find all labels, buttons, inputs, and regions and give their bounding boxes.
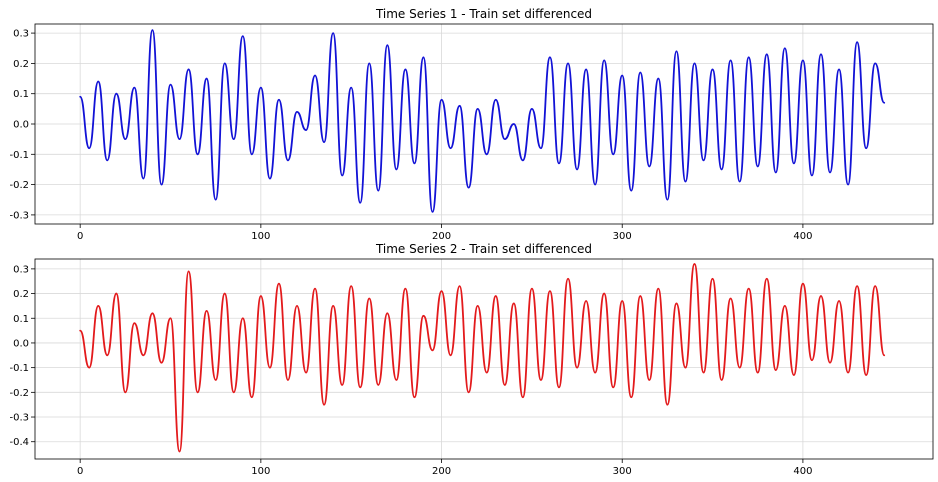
- chart-1-y-tick-label: 0.0: [13, 120, 29, 131]
- chart-2-y-tick-label: 0.0: [13, 338, 29, 349]
- chart-1-x-tick-label: 400: [793, 231, 812, 242]
- chart-1-y-tick-label: 0.3: [13, 29, 29, 40]
- chart-2-ticks: [31, 268, 804, 463]
- chart-1-x-tick-labels: 0 100 200 300 400: [77, 231, 812, 242]
- chart-1-y-tick-label: -0.1: [9, 150, 29, 161]
- chart-2-y-tick-label: 0.3: [13, 264, 29, 275]
- chart-2-x-tick-labels: 0 100 200 300 400: [77, 466, 812, 477]
- chart-2-y-tick-labels: -0.4 -0.3 -0.2 -0.1 0.0 0.1 0.2 0.3: [9, 264, 29, 448]
- chart-1: Time Series 1 - Train set differenced 0 1…: [9, 7, 934, 242]
- chart-2-title: Time Series 2 - Train set differenced: [375, 242, 592, 256]
- chart-2-x-tick-label: 300: [613, 466, 632, 477]
- chart-2-x-tick-label: 100: [251, 466, 270, 477]
- chart-1-title: Time Series 1 - Train set differenced: [375, 7, 592, 21]
- chart-1-x-tick-label: 300: [613, 231, 632, 242]
- chart-1-y-tick-label: 0.2: [13, 59, 29, 70]
- chart-1-y-tick-labels: -0.3 -0.2 -0.1 0.0 0.1 0.2 0.3: [9, 29, 29, 222]
- chart-2-y-tick-label: -0.2: [9, 388, 29, 399]
- chart-1-x-tick-label: 0: [77, 231, 83, 242]
- chart-2-y-tick-label: 0.1: [13, 314, 29, 325]
- chart-2-series-line: [79, 263, 886, 453]
- chart-1-grid: [35, 24, 933, 224]
- chart-2-x-tick-label: 200: [432, 466, 451, 477]
- chart-1-y-tick-label: 0.1: [13, 89, 29, 100]
- chart-2: Time Series 2 - Train set differenced 0 1…: [9, 242, 934, 477]
- chart-1-ticks: [31, 32, 804, 228]
- chart-1-y-tick-label: -0.3: [9, 210, 29, 221]
- chart-1-axes-frame: [34, 23, 934, 225]
- chart-2-y-tick-label: -0.4: [9, 437, 29, 448]
- chart-2-y-tick-label: 0.2: [13, 289, 29, 300]
- chart-1-x-tick-label: 200: [432, 231, 451, 242]
- chart-2-y-tick-label: -0.3: [9, 413, 29, 424]
- chart-1-y-tick-label: -0.2: [9, 180, 29, 191]
- chart-2-x-tick-label: 0: [77, 466, 83, 477]
- chart-2-x-tick-label: 400: [793, 466, 812, 477]
- chart-1-x-tick-label: 100: [251, 231, 270, 242]
- chart-2-y-tick-label: -0.1: [9, 363, 29, 374]
- chart-2-axes-frame: [34, 258, 934, 460]
- chart-1-series-line: [79, 29, 886, 213]
